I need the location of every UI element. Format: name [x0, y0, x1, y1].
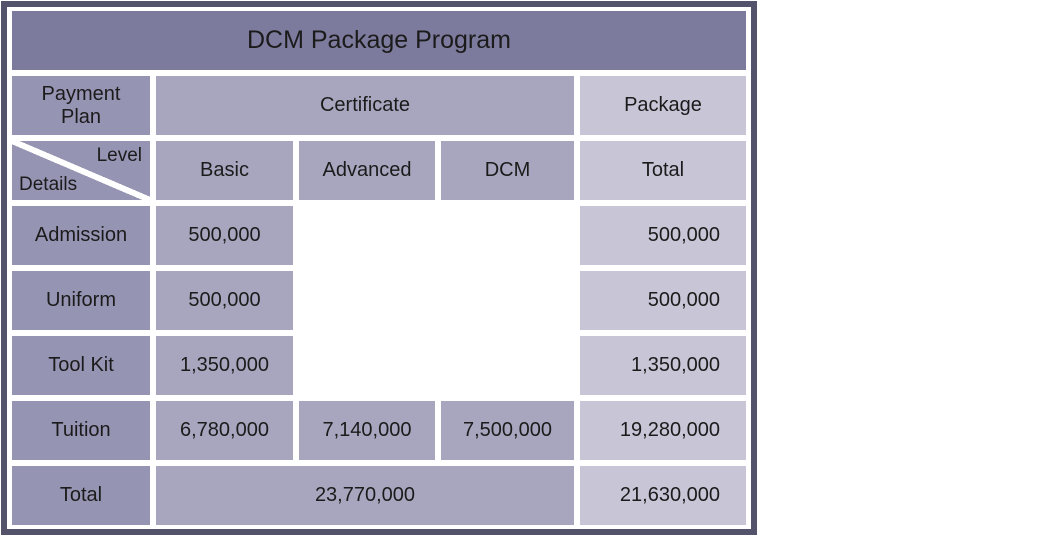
tool-kit-total-value: 1,350,000 — [580, 336, 746, 395]
package-grand-total: 21,630,000 — [580, 466, 746, 525]
row-label-uniform: Uniform — [12, 271, 150, 330]
dcm-package-table: DCM Package Program Payment Plan Certifi… — [1, 1, 757, 535]
row-label-tuition: Tuition — [12, 401, 150, 460]
corner-label-level: Level — [96, 145, 142, 166]
uniform-total-value: 500,000 — [580, 271, 746, 330]
tuition-advanced-value: 7,140,000 — [299, 401, 435, 460]
header-total-column: Total — [580, 141, 746, 200]
header-payment-plan: Payment Plan — [12, 76, 150, 135]
header-corner-level-details: Level Details — [12, 141, 150, 200]
row-label-total: Total — [12, 466, 150, 525]
row-label-admission: Admission — [12, 206, 150, 265]
row-label-tool-kit: Tool Kit — [12, 336, 150, 395]
tuition-total-value: 19,280,000 — [580, 401, 746, 460]
header-certificate: Certificate — [156, 76, 574, 135]
uniform-basic-value: 500,000 — [156, 271, 293, 330]
header-level-dcm: DCM — [441, 141, 574, 200]
certificate-grand-total: 23,770,000 — [156, 466, 574, 525]
tuition-basic-value: 6,780,000 — [156, 401, 293, 460]
corner-label-details: Details — [19, 174, 78, 195]
admission-basic-value: 500,000 — [156, 206, 293, 265]
header-package: Package — [580, 76, 746, 135]
table-title: DCM Package Program — [12, 11, 746, 70]
tuition-dcm-value: 7,500,000 — [441, 401, 574, 460]
tool-kit-basic-value: 1,350,000 — [156, 336, 293, 395]
header-level-advanced: Advanced — [299, 141, 435, 200]
header-level-basic: Basic — [156, 141, 293, 200]
admission-total-value: 500,000 — [580, 206, 746, 265]
